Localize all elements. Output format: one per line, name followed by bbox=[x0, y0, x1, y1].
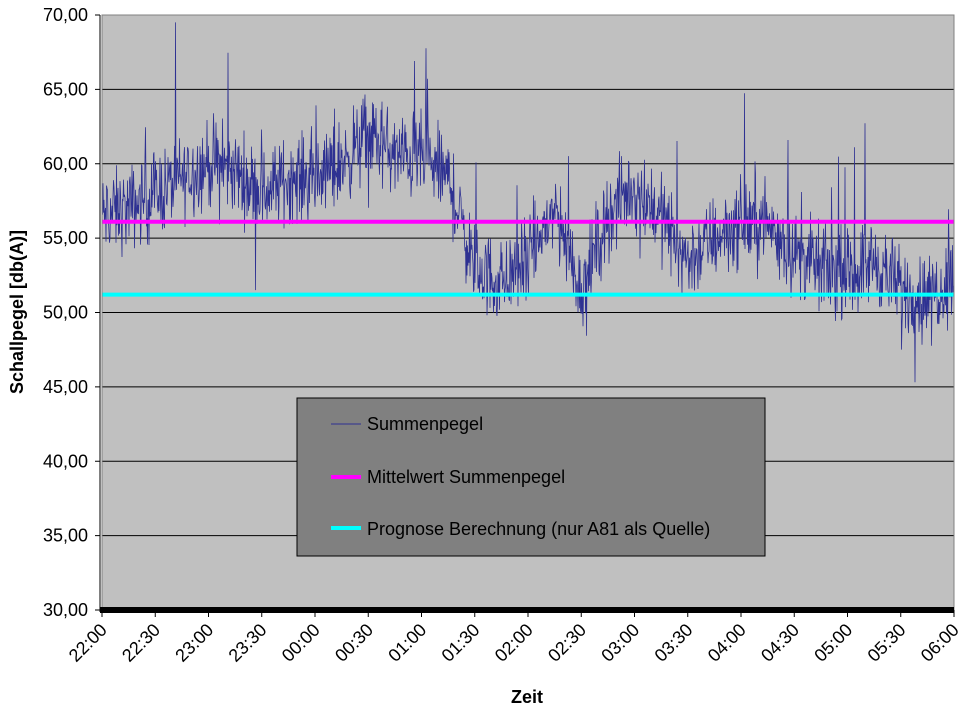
legend: Summenpegel Mittelwert Summenpegel Progn… bbox=[296, 397, 766, 557]
y-tick-label: 40,00 bbox=[43, 451, 88, 471]
y-tick-label: 65,00 bbox=[43, 79, 88, 99]
legend-label-mittelwert: Mittelwert Summenpegel bbox=[367, 467, 565, 487]
x-tick-label: 04:30 bbox=[757, 620, 803, 666]
y-tick-label: 35,00 bbox=[43, 526, 88, 546]
y-tick-label: 70,00 bbox=[43, 5, 88, 25]
x-axis bbox=[100, 607, 954, 613]
x-tick-labels: 22:00 22:30 23:00 23:30 00:00 00:30 01:00 01:30… bbox=[65, 610, 963, 666]
y-tick-label: 50,00 bbox=[43, 303, 88, 323]
x-tick-label: 22:00 bbox=[65, 620, 111, 666]
y-tick-label: 55,00 bbox=[43, 228, 88, 248]
x-tick-label: 00:30 bbox=[331, 620, 377, 666]
y-tick-labels: 30,00 35,00 40,00 45,00 50,00 55,00 60,00 65,00… bbox=[43, 5, 100, 620]
x-tick-label: 02:30 bbox=[544, 620, 590, 666]
x-tick-label: 02:00 bbox=[491, 620, 537, 666]
x-tick-label: 23:00 bbox=[171, 620, 217, 666]
x-tick-label: 01:30 bbox=[438, 620, 484, 666]
y-tick-label: 45,00 bbox=[43, 377, 88, 397]
summenpegel-series bbox=[101, 22, 955, 383]
x-tick-label: 05:30 bbox=[864, 620, 910, 666]
x-tick-label: 06:00 bbox=[917, 620, 963, 666]
x-tick-label: 00:00 bbox=[278, 620, 324, 666]
legend-label-prognose: Prognose Berechnung (nur A81 als Quelle) bbox=[367, 519, 710, 539]
y-tick-label: 60,00 bbox=[43, 154, 88, 174]
x-tick-label: 03:00 bbox=[597, 620, 643, 666]
x-tick-label: 04:00 bbox=[704, 620, 750, 666]
legend-label-summenpegel: Summenpegel bbox=[367, 414, 483, 434]
summenpegel-line bbox=[101, 22, 955, 383]
x-axis-title: Zeit bbox=[511, 687, 543, 707]
legend-box bbox=[296, 397, 766, 557]
x-tick-label: 03:30 bbox=[651, 620, 697, 666]
x-tick-label: 22:30 bbox=[118, 620, 164, 666]
x-tick-label: 05:00 bbox=[810, 620, 856, 666]
y-tick-label: 30,00 bbox=[43, 600, 88, 620]
x-tick-label: 01:00 bbox=[384, 620, 430, 666]
y-axis-title: Schallpegel [db(A)] bbox=[7, 230, 27, 394]
x-tick-label: 23:30 bbox=[225, 620, 271, 666]
